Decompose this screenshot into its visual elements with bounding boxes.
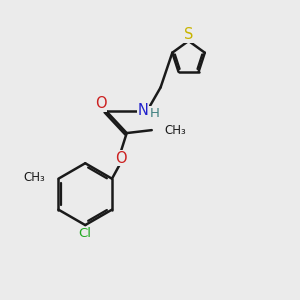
Text: O: O [115,151,127,166]
Text: CH₃: CH₃ [164,124,186,136]
Text: S: S [184,27,193,42]
Text: N: N [137,103,148,118]
Text: Cl: Cl [79,227,92,240]
Text: O: O [95,96,106,111]
Text: CH₃: CH₃ [23,171,45,184]
Text: H: H [150,107,160,120]
